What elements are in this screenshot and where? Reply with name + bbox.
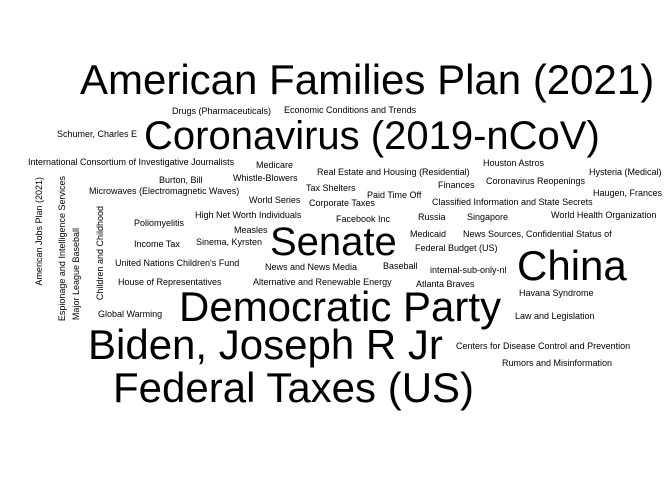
cloud-word: Senate	[270, 220, 397, 264]
cloud-word: Law and Legislation	[515, 311, 595, 321]
cloud-word: Federal Taxes (US)	[113, 364, 475, 411]
cloud-word: World Series	[249, 195, 301, 205]
cloud-word: News and News Media	[265, 262, 358, 272]
cloud-word: World Health Organization	[551, 210, 657, 220]
cloud-word: Coronavirus (2019-nCoV)	[144, 114, 600, 158]
cloud-word: Biden, Joseph R Jr	[88, 321, 443, 368]
cloud-word: Democratic Party	[179, 283, 502, 330]
cloud-word: Russia	[418, 212, 446, 222]
cloud-word: Tax Shelters	[306, 183, 356, 193]
cloud-word: Microwaves (Electromagnetic Waves)	[89, 186, 240, 196]
cloud-word: Singapore	[467, 212, 509, 222]
cloud-word: High Net Worth Individuals	[195, 210, 302, 220]
cloud-word-vertical: Espionage and Intelligence Services	[57, 176, 67, 322]
cloud-word: Economic Conditions and Trends	[284, 105, 417, 115]
cloud-word: Alternative and Renewable Energy	[253, 277, 392, 287]
cloud-word: internal-sub-only-nl	[430, 265, 507, 275]
cloud-word: News Sources, Confidential Status of	[463, 229, 612, 239]
cloud-word: Houston Astros	[483, 158, 545, 168]
cloud-word: Sinema, Kyrsten	[196, 237, 263, 247]
cloud-word: Medicare	[256, 160, 294, 170]
cloud-word: Rumors and Misinformation	[502, 358, 613, 368]
cloud-word-vertical: Major League Baseball	[71, 228, 81, 321]
cloud-word: Medicaid	[410, 229, 447, 239]
cloud-word: Hysteria (Medical)	[589, 167, 662, 177]
cloud-word: House of Representatives	[118, 277, 222, 287]
cloud-word-vertical: American Jobs Plan (2021)	[34, 177, 44, 286]
cloud-word: Federal Budget (US)	[415, 243, 498, 253]
cloud-word: Drugs (Pharmaceuticals)	[172, 106, 272, 116]
cloud-word: Facebook Inc	[336, 214, 391, 224]
cloud-word: Atlanta Braves	[416, 279, 475, 289]
cloud-word: Paid Time Off	[367, 190, 422, 200]
cloud-word: Whistle-Blowers	[233, 173, 298, 183]
cloud-word: Poliomyelitis	[134, 218, 185, 228]
cloud-word: Burton, Bill	[159, 175, 203, 185]
cloud-word: United Nations Children's Fund	[115, 258, 240, 268]
cloud-word: Haugen, Frances	[593, 188, 663, 198]
cloud-word: Baseball	[383, 261, 418, 271]
cloud-word: American Families Plan (2021)	[80, 56, 655, 103]
cloud-word: International Consortium of Investigativ…	[28, 157, 235, 167]
cloud-word: Real Estate and Housing (Residential)	[317, 167, 470, 177]
cloud-word: Measles	[234, 225, 268, 235]
cloud-word: Havana Syndrome	[519, 288, 594, 298]
cloud-word: Income Tax	[134, 239, 180, 249]
cloud-word: Coronavirus Reopenings	[486, 176, 586, 186]
cloud-word-vertical: Children and Childhood	[95, 206, 105, 301]
cloud-word: Centers for Disease Control and Preventi…	[456, 341, 631, 351]
cloud-word: Finances	[438, 180, 475, 190]
cloud-word: Classified Information and State Secrets	[432, 197, 593, 207]
cloud-word: Global Warming	[98, 309, 163, 319]
cloud-word: Schumer, Charles E	[57, 129, 138, 139]
cloud-word: China	[517, 242, 627, 289]
cloud-word: Corporate Taxes	[309, 198, 375, 208]
